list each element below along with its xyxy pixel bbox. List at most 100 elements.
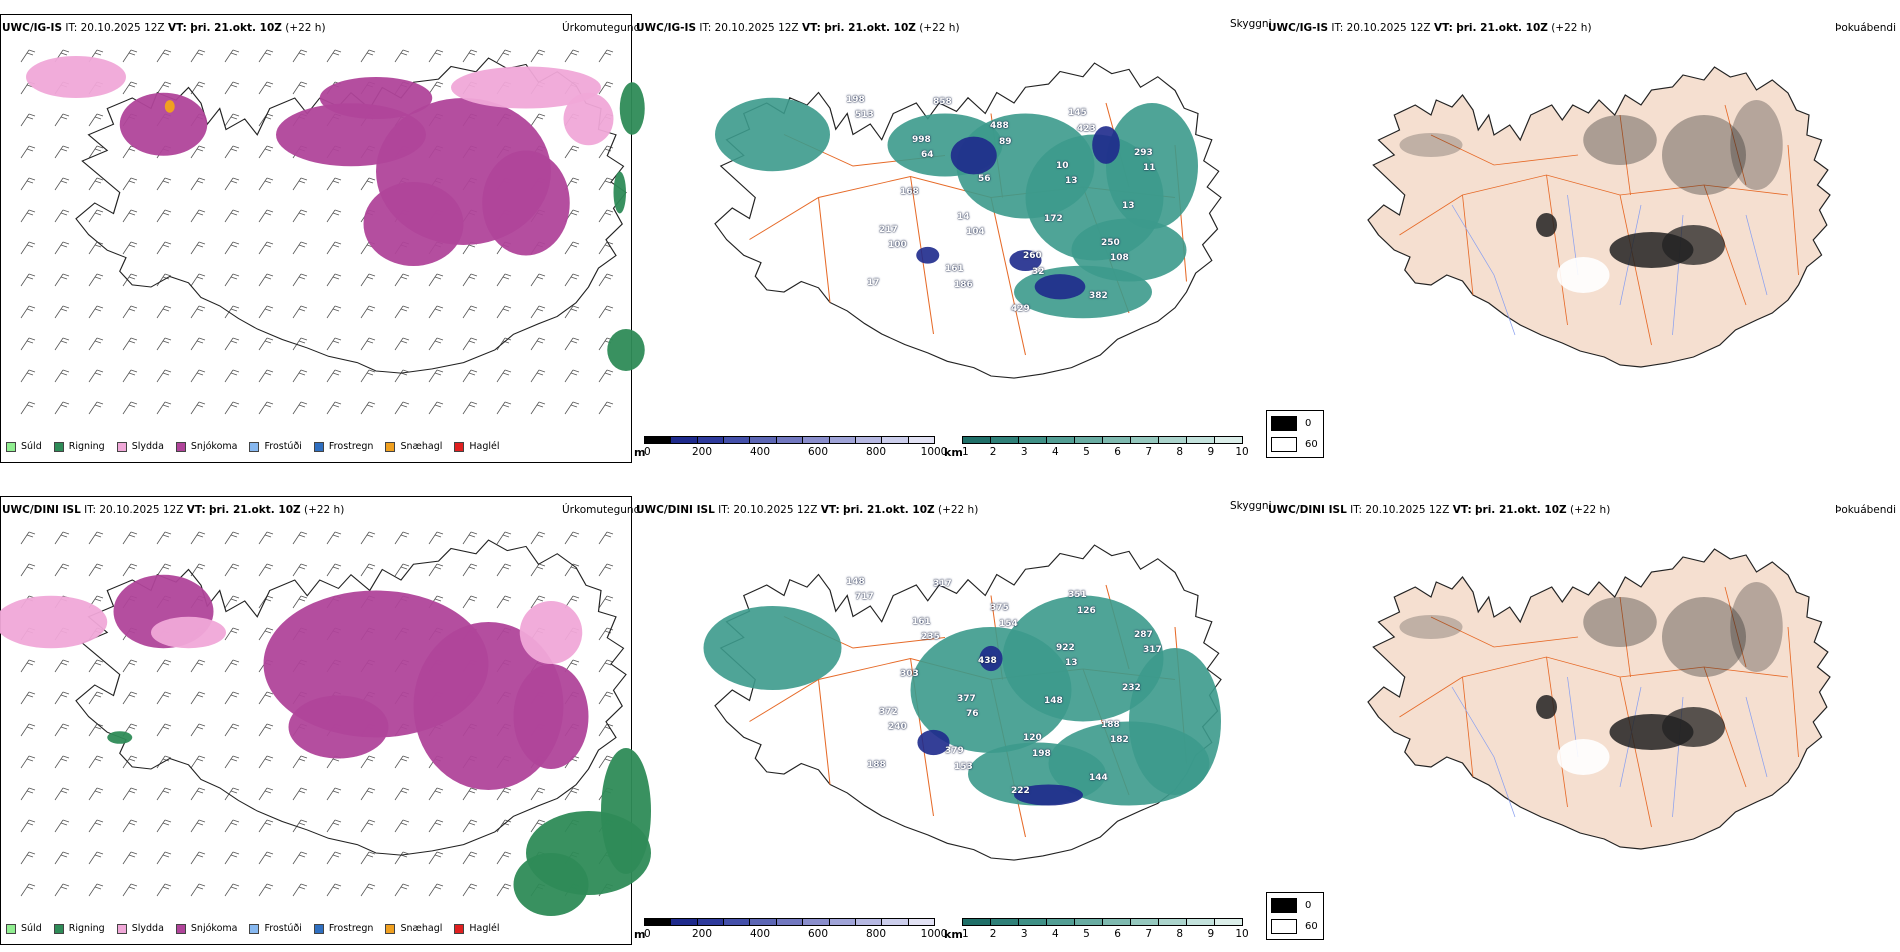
it-value: 20.10.2025 12Z — [99, 504, 184, 516]
cloud-base-value: 100 — [888, 240, 907, 250]
legend-item: Haglél — [454, 441, 500, 452]
cloud-base-value: 172 — [1044, 214, 1063, 224]
vt-value: þri. 21.okt. 10Z — [1456, 22, 1548, 34]
legend-item: Frostúði — [249, 923, 302, 934]
cloud-base-value: 108 — [1110, 253, 1129, 263]
model-name: UWC/DINI ISL — [2, 504, 81, 516]
low-visibility-area — [715, 97, 830, 172]
precip-header: UWC/DINI ISL IT: 20.10.2025 12Z VT: þri.… — [2, 504, 344, 516]
sleet-area — [519, 601, 583, 664]
fog-index-map — [1367, 548, 1831, 850]
lead-time: (+22 h) — [1551, 22, 1592, 34]
colorbar-segment — [962, 918, 990, 926]
low-visibility-area — [703, 606, 842, 690]
cloud-base-value: 293 — [1134, 148, 1153, 158]
forecast-row-ig-is: UWC/IG-IS IT: 20.10.2025 12Z VT: þri. 21… — [0, 0, 1900, 470]
cloud-base-value: 148 — [846, 577, 865, 587]
colorbar-segment — [907, 918, 935, 926]
vis-header: UWC/IG-IS IT: 20.10.2025 12Z VT: þri. 21… — [636, 22, 960, 34]
precip-header: UWC/IG-IS IT: 20.10.2025 12Z VT: þri. 21… — [2, 22, 326, 34]
colorbar-segment — [802, 436, 829, 444]
sleet-area — [563, 92, 614, 146]
forecast-row-dini-isl: UWC/DINI ISL IT: 20.10.2025 12Z VT: þri.… — [0, 482, 1900, 952]
sleet-area — [151, 616, 226, 649]
colorbar-tick: 1000 — [920, 446, 948, 458]
cloud-base-value: 217 — [879, 225, 898, 235]
colorbar-segment — [670, 918, 697, 926]
lead-time: (+22 h) — [303, 504, 345, 516]
visibility-colorbar: km 1 2 3 4 5 6 7 8 9 10 — [944, 436, 1264, 460]
snow-area — [288, 695, 389, 759]
legend-item: Frostúði — [249, 441, 302, 452]
legend-swatch — [313, 441, 324, 452]
rain-area — [107, 731, 133, 744]
legend-label: Súld — [21, 923, 42, 934]
precip-type-frame — [0, 14, 632, 463]
legend-label: Frostregn — [328, 923, 374, 934]
legend-label: Súld — [21, 441, 42, 452]
colorbar-unit: km — [944, 928, 963, 941]
legend-swatch — [454, 441, 465, 452]
legend-swatch — [116, 441, 127, 452]
fog-legend-swatch — [1271, 437, 1297, 452]
rain-area — [607, 329, 645, 371]
colorbar-segment — [1046, 918, 1074, 926]
it-label: IT: — [718, 504, 731, 516]
fog-index-area — [1662, 597, 1746, 677]
colorbar-segment — [1102, 918, 1130, 926]
it-value: 20.10.2025 12Z — [714, 22, 799, 34]
cloud-base-value: 13 — [1065, 176, 1078, 186]
fog-legend-label: 0 — [1305, 900, 1312, 911]
colorbar-segment — [1018, 436, 1046, 444]
colorbar-tick: 10 — [1235, 928, 1249, 940]
cloud-base-labels: 148 377 351 372 375 188 161 120 287 379 922 188 438 1… — [636, 517, 1236, 917]
snow-area — [363, 182, 464, 266]
cloud-base-value: 317 — [933, 579, 952, 589]
colorbar-segment — [1018, 918, 1046, 926]
cloud-base-value: 182 — [1110, 735, 1129, 745]
colorbar-tick: 2 — [989, 928, 997, 940]
colorbar-tick: 7 — [1145, 928, 1152, 940]
fog-index-area — [1662, 115, 1746, 195]
cloud-base-value: 13 — [1065, 658, 1078, 668]
colorbar-segment — [907, 436, 935, 444]
legend-label: Haglél — [469, 441, 500, 452]
cloud-base-value: 145 — [1068, 108, 1087, 118]
model-name: UWC/IG-IS — [636, 22, 697, 34]
colorbar-unit: m — [634, 446, 646, 459]
legend-swatch — [175, 441, 186, 452]
colorbar-tick: 800 — [865, 928, 887, 940]
colorbar-tick: 4 — [1051, 928, 1059, 940]
model-name: UWC/DINI ISL — [1268, 504, 1347, 516]
lead-time: (+22 h) — [285, 22, 326, 34]
cloud-base-value: 161 — [912, 617, 931, 627]
cloud-base-value: 382 — [1089, 291, 1108, 301]
colorbar-tick: 400 — [749, 446, 771, 458]
cloud-base-value: 423 — [1077, 124, 1096, 134]
cloud-base-value: 379 — [945, 746, 964, 756]
low-cloud-area — [950, 136, 997, 175]
legend-swatch — [313, 923, 324, 934]
legend-swatch — [454, 923, 465, 934]
vt-label: VT: — [186, 504, 206, 516]
snow-area — [119, 92, 208, 156]
fog-legend-label: 0 — [1305, 418, 1312, 429]
colorbar-tick: 1000 — [920, 928, 948, 940]
colorbar-tick: 10 — [1235, 446, 1249, 458]
iceland-outline — [0, 539, 651, 916]
cloud-base-value: 429 — [1011, 304, 1030, 314]
vt-label: VT: — [1452, 504, 1472, 516]
fog-legend-swatch — [1271, 919, 1297, 934]
colorbar-segment — [696, 436, 724, 444]
rain-area — [513, 853, 589, 916]
fog-legend-label: 60 — [1305, 439, 1318, 450]
legend-label: Rigning — [68, 923, 105, 934]
vt-label: VT: — [167, 22, 187, 34]
legend-item: Súld — [6, 923, 42, 934]
colorbar-segment — [1074, 918, 1102, 926]
snow-area — [319, 77, 433, 119]
roads — [1399, 104, 1799, 346]
it-value: 20.10.2025 12Z — [733, 504, 818, 516]
it-value: 20.10.2025 12Z — [80, 22, 165, 34]
precip-type-map — [20, 49, 645, 415]
